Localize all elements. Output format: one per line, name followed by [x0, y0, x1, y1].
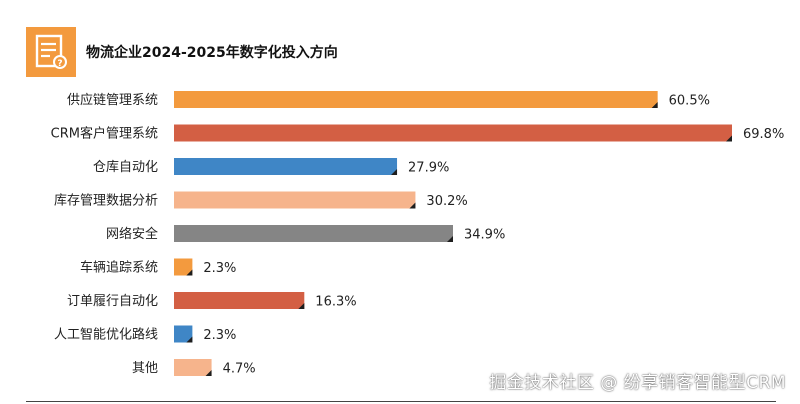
watermark-text: 掘金技术社区 @ 纷享销客智能型CRM: [489, 373, 786, 393]
value-label: 2.3%: [203, 328, 236, 343]
title-icon: ?: [26, 27, 76, 77]
bar: [174, 158, 398, 175]
value-label: 4.7%: [223, 362, 256, 377]
category-label: 库存管理数据分析: [54, 193, 158, 209]
bar: [174, 124, 732, 142]
value-label: 34.9%: [464, 228, 505, 243]
category-label: 供应链管理系统: [67, 92, 158, 108]
value-label: 16.3%: [315, 295, 356, 310]
bar-end-marker: [726, 135, 732, 142]
category-label: 人工智能优化路线: [54, 327, 158, 343]
question-icon-circle: [53, 55, 67, 69]
bottom-divider: [26, 401, 776, 402]
value-label: 60.5%: [669, 94, 710, 109]
bar-end-marker: [409, 202, 416, 209]
category-label: 车辆追踪系统: [80, 260, 158, 276]
category-label: CRM客户管理系统: [51, 126, 158, 142]
bar: [174, 292, 305, 309]
document-question-icon: [26, 27, 76, 77]
bar: [174, 258, 193, 276]
bar-end-marker: [186, 269, 193, 276]
value-label: 30.2%: [426, 194, 467, 209]
bar: [174, 191, 416, 209]
bar-end-marker: [298, 303, 305, 309]
bar-end-marker: [391, 169, 398, 175]
question-mark-icon: ?: [57, 59, 62, 69]
bars-group: 供应链管理系统 60.5% CRM客户管理系统 69.8% 仓库自动化 27.9% 库存管理…: [51, 91, 784, 377]
category-label: 其他: [132, 361, 158, 376]
bar: [174, 325, 193, 343]
value-label: 69.8%: [743, 127, 784, 142]
bar: [174, 91, 658, 108]
bar-end-marker: [447, 236, 453, 242]
bar-end-marker: [205, 370, 212, 376]
document-icon-outline: [35, 34, 63, 68]
value-label: 2.3%: [203, 261, 236, 276]
bar: [174, 359, 212, 376]
chart-title: 物流企业2024-2025年数字化投入方向: [86, 44, 338, 61]
category-label: 网络安全: [106, 226, 158, 242]
bar-end-marker: [186, 336, 193, 343]
bar: [174, 225, 453, 242]
bar-end-marker: [651, 102, 658, 108]
category-label: 订单履行自动化: [67, 294, 158, 309]
category-label: 仓库自动化: [93, 159, 158, 175]
value-label: 27.9%: [408, 161, 449, 176]
